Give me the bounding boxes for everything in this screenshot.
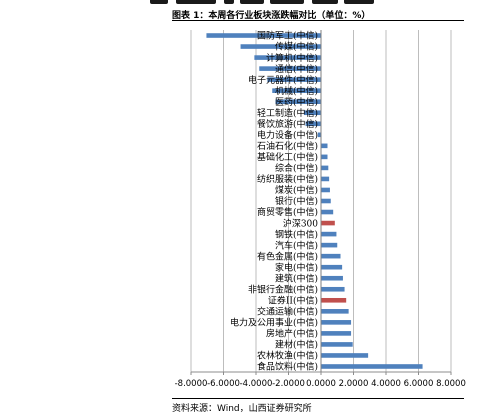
x-tick-label: 4.0000 bbox=[371, 379, 401, 389]
x-tick-label: 2.0000 bbox=[339, 379, 369, 389]
bar bbox=[321, 143, 328, 149]
bar bbox=[321, 297, 347, 303]
cropped-heading-strip bbox=[0, 0, 499, 5]
category-label: 证券II(中信) bbox=[268, 294, 318, 306]
x-tick-label: 6.0000 bbox=[404, 379, 434, 389]
category-label: 电子元器件(中信) bbox=[248, 74, 318, 86]
x-tick-label: -2.0000 bbox=[272, 379, 305, 389]
bar bbox=[206, 33, 321, 38]
category-label: 房地产(中信) bbox=[266, 328, 318, 340]
bar bbox=[321, 176, 330, 182]
category-label: 有色金属(中信) bbox=[257, 250, 318, 262]
category-label: 家电(中信) bbox=[275, 261, 318, 273]
category-label: 基础化工(中信) bbox=[257, 151, 318, 163]
bar bbox=[321, 187, 330, 193]
x-tick-label: 8.0000 bbox=[436, 379, 466, 389]
bar bbox=[321, 331, 352, 336]
bar bbox=[321, 253, 341, 259]
category-label: 石油石化(中信) bbox=[257, 140, 318, 152]
category-label: 钢铁(中信) bbox=[275, 228, 318, 240]
category-label: 非银行金融(中信) bbox=[248, 283, 318, 295]
category-label: 商贸零售(中信) bbox=[257, 206, 318, 218]
bar bbox=[254, 55, 321, 60]
bar bbox=[275, 99, 321, 105]
bar bbox=[321, 286, 345, 292]
category-label: 餐饮旅游(中信) bbox=[257, 118, 318, 130]
category-label: 电力设备(中信) bbox=[257, 129, 318, 141]
bar bbox=[321, 342, 353, 347]
category-label: 通信(中信) bbox=[275, 63, 318, 75]
figure-title: 图表 1：本周各行业板块涨跌幅对比（单位：%） bbox=[172, 11, 371, 21]
category-label: 电力及公用事业(中信) bbox=[230, 317, 318, 329]
category-label: 轻工制造(中信) bbox=[257, 107, 318, 119]
bar bbox=[321, 309, 349, 314]
bar bbox=[321, 364, 423, 369]
bar bbox=[321, 231, 337, 237]
bar bbox=[305, 121, 321, 127]
category-label: 计算机(中信) bbox=[266, 52, 318, 64]
category-label: 银行(中信) bbox=[275, 195, 318, 207]
category-label: 汽车(中信) bbox=[275, 239, 318, 251]
title-rule bbox=[172, 20, 464, 21]
category-label: 纺织服装(中信) bbox=[257, 173, 318, 185]
source-note: 资料来源：Wind，山西证券研究所 bbox=[172, 404, 312, 414]
bar bbox=[321, 209, 334, 215]
bar bbox=[240, 44, 321, 49]
bar bbox=[321, 275, 343, 281]
x-tick-label: -4.0000 bbox=[240, 379, 273, 389]
category-label: 建材(中信) bbox=[275, 339, 318, 351]
category-label: 医药(中信) bbox=[275, 96, 318, 108]
bar bbox=[321, 165, 329, 171]
x-tick-label: -6.0000 bbox=[207, 379, 240, 389]
bar bbox=[321, 154, 328, 160]
category-label: 交通运输(中信) bbox=[257, 306, 318, 318]
bar bbox=[321, 320, 352, 325]
category-label: 沪深300 bbox=[283, 217, 318, 229]
bar bbox=[321, 198, 331, 204]
bar bbox=[321, 220, 335, 226]
bar bbox=[317, 132, 321, 138]
category-label: 建筑(中信) bbox=[275, 272, 318, 284]
bar bbox=[303, 110, 321, 116]
category-label: 食品饮料(中信) bbox=[257, 361, 318, 373]
category-label: 传媒(中信) bbox=[275, 41, 318, 53]
x-tick-label: 0.0000 bbox=[306, 379, 336, 389]
category-label: 国防军工(中信) bbox=[257, 30, 318, 42]
bar bbox=[321, 264, 343, 270]
bar bbox=[321, 353, 369, 358]
category-label: 农林牧渔(中信) bbox=[257, 350, 318, 362]
source-rule bbox=[172, 398, 464, 399]
category-label: 煤炭(中信) bbox=[275, 184, 318, 196]
x-tick-label: -8.0000 bbox=[175, 379, 208, 389]
bar bbox=[259, 66, 321, 71]
category-label: 综合(中信) bbox=[275, 162, 318, 174]
bar bbox=[267, 77, 321, 82]
category-label: 机械(中信) bbox=[275, 85, 318, 97]
bar bbox=[321, 242, 338, 248]
bar bbox=[272, 88, 321, 93]
